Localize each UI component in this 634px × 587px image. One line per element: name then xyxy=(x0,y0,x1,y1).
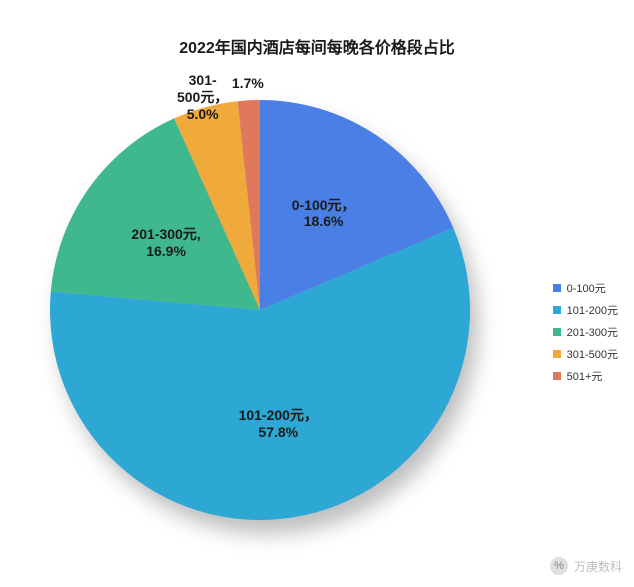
pie-svg xyxy=(50,100,470,520)
legend-swatch-4 xyxy=(553,372,561,380)
legend-label-1: 101-200元 xyxy=(567,302,618,318)
legend-swatch-3 xyxy=(553,350,561,358)
chart-title: 2022年国内酒店每间每晚各价格段占比 xyxy=(0,34,634,58)
legend-swatch-1 xyxy=(553,306,561,314)
legend-item-2: 201-300元 xyxy=(553,324,618,340)
legend-label-4: 501+元 xyxy=(567,368,603,384)
legend: 0-100元 101-200元 201-300元 301-500元 501+元 xyxy=(553,280,618,390)
legend-label-0: 0-100元 xyxy=(567,280,606,296)
legend-item-4: 501+元 xyxy=(553,368,618,384)
watermark-icon: % xyxy=(550,557,568,575)
legend-swatch-2 xyxy=(553,328,561,336)
watermark: % 万庚数科 xyxy=(550,557,622,575)
slice-label-4: 1.7% xyxy=(232,75,264,92)
watermark-text: 万庚数科 xyxy=(574,558,622,575)
slice-label-3: 301- 500元， 5.0% xyxy=(177,72,228,122)
legend-item-0: 0-100元 xyxy=(553,280,618,296)
legend-item-1: 101-200元 xyxy=(553,302,618,318)
legend-label-3: 301-500元 xyxy=(567,346,618,362)
pie-chart: 0-100元， 18.6% 101-200元， 57.8% 201-300元, 16… xyxy=(0,60,520,560)
legend-label-2: 201-300元 xyxy=(567,324,618,340)
slice-label-1: 101-200元， 57.8% xyxy=(239,407,318,441)
slice-label-0: 0-100元， 18.6% xyxy=(292,197,356,231)
slice-label-2: 201-300元, 16.9% xyxy=(131,226,200,260)
legend-item-3: 301-500元 xyxy=(553,346,618,362)
legend-swatch-0 xyxy=(553,284,561,292)
